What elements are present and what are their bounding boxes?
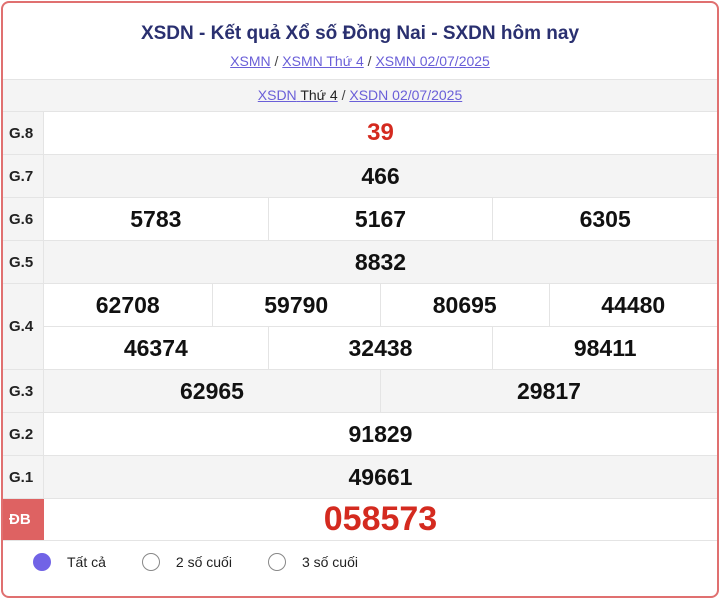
prize-number: 32438 [267, 327, 493, 369]
prize-label: G.7 [3, 155, 44, 197]
prize-row-g6: G.6 5783 5167 6305 [3, 197, 717, 240]
prize-row-g2: G.2 91829 [3, 412, 717, 455]
filter-label: 3 số cuối [301, 554, 358, 570]
prize-number: 5167 [267, 198, 493, 240]
weekday-text: Thứ 4 [300, 87, 338, 103]
xsdn-weekday-link[interactable]: XSDN Thứ 4 [258, 87, 338, 103]
results-table: G.8 39 G.7 466 G.6 5783 5167 6305 G.5 8832 G.4… [3, 111, 717, 541]
prize-number: 49661 [44, 456, 717, 498]
prize-label: G.2 [3, 413, 44, 455]
prize-number: 39 [367, 119, 394, 146]
radio-icon[interactable] [141, 553, 160, 571]
breadcrumb-xsmn-date[interactable]: XSMN 02/07/2025 [375, 53, 490, 69]
prize-row-g7: G.7 466 [3, 154, 717, 197]
prize-number: 62708 [95, 291, 160, 318]
filter-all[interactable]: Tất cả [33, 553, 106, 571]
filter-last-2[interactable]: 2 số cuối [141, 553, 232, 571]
page-title: XSDN - Kết quả Xổ số Đồng Nai - SXDN hôm… [140, 23, 580, 44]
sub-links: XSDN Thứ 4 / XSDN 02/07/2025 [3, 79, 717, 111]
digit-filter: Tất cả 2 số cuối 3 số cuối [33, 553, 394, 571]
xsdn-link-text: XSDN [257, 87, 297, 103]
prize-number: 46374 [123, 334, 188, 361]
prize-row-g8: G.8 39 [3, 111, 717, 154]
prize-number: 8832 [44, 241, 717, 283]
prize-label: G.8 [3, 112, 44, 154]
xsdn-date-link[interactable]: XSDN 02/07/2025 [349, 87, 463, 103]
radio-icon[interactable] [267, 553, 286, 571]
prize-number: 59790 [211, 284, 381, 326]
breadcrumb: XSMN / XSMN Thứ 4 / XSMN 02/07/2025 [230, 53, 490, 69]
radio-selected-icon[interactable] [33, 553, 51, 571]
prize-label: ĐB [3, 499, 44, 540]
prize-number: 5783 [130, 205, 182, 232]
prize-label: G.6 [3, 198, 44, 240]
special-prize-number: 058573 [323, 500, 438, 538]
prize-row-g1: G.1 49661 [3, 455, 717, 498]
prize-label: G.4 [3, 284, 44, 369]
filter-last-3[interactable]: 3 số cuối [267, 553, 358, 571]
prize-row-g3: G.3 62965 29817 [3, 369, 717, 412]
prize-label: G.5 [3, 241, 44, 283]
prize-number: 466 [44, 155, 717, 197]
prize-number: 80695 [380, 284, 549, 326]
prize-row-g4: G.4 62708 59790 80695 44480 46374 32438 98411 [3, 283, 717, 369]
prize-number: 6305 [492, 198, 717, 240]
prize-row-special: ĐB 058573 [3, 498, 717, 541]
filter-label: 2 số cuối [175, 554, 232, 570]
prize-label: G.3 [3, 370, 44, 412]
breadcrumb-xsmn[interactable]: XSMN [230, 53, 271, 69]
prize-number: 98411 [492, 327, 717, 369]
filter-label: Tất cả [67, 554, 106, 570]
prize-number: 29817 [380, 370, 717, 412]
prize-number: 91829 [348, 420, 413, 447]
prize-label: G.1 [3, 456, 44, 498]
prize-row-g5: G.5 8832 [3, 240, 717, 283]
prize-number: 62965 [44, 370, 380, 412]
breadcrumb-xsmn-weekday[interactable]: XSMN Thứ 4 [282, 53, 364, 69]
prize-number: 44480 [548, 284, 718, 326]
